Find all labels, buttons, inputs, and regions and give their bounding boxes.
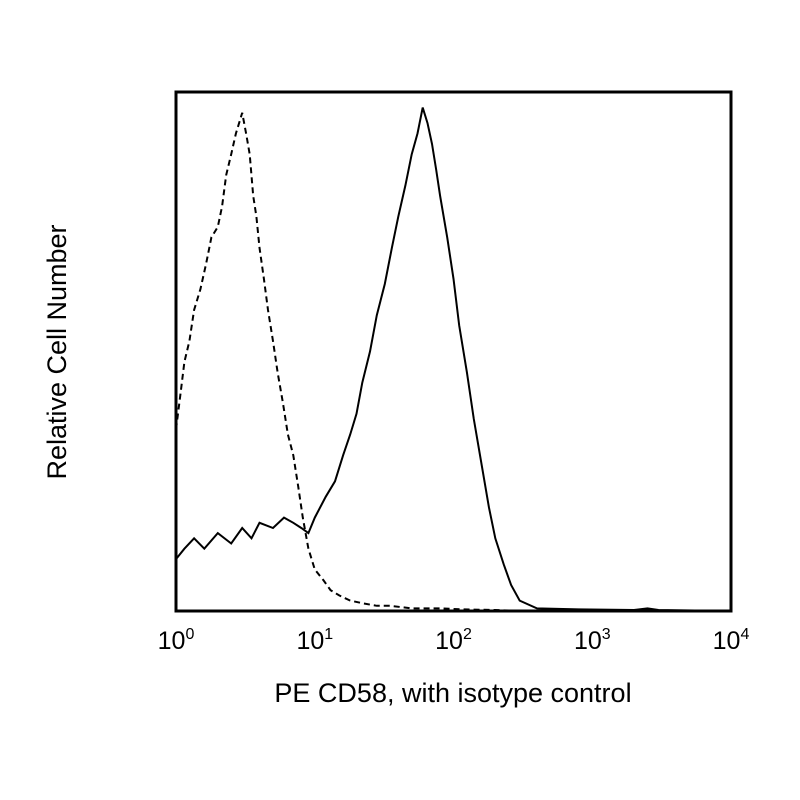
x-axis-ticks: 100 101 102 103 104 [158,626,750,655]
x-tick-label: 103 [574,626,611,655]
x-tick-label: 100 [158,626,195,655]
plot-layer [175,107,732,612]
x-tick-label: 104 [713,626,750,655]
isotype-control-histogram-line [175,112,520,612]
x-tick-label: 101 [296,626,333,655]
x-tick-label: 102 [435,626,472,655]
plot-frame [174,90,733,613]
cd58-histogram-line [175,107,732,612]
x-axis-title: PE CD58, with isotype control [274,678,631,708]
y-axis-title: Relative Cell Number [42,224,72,479]
